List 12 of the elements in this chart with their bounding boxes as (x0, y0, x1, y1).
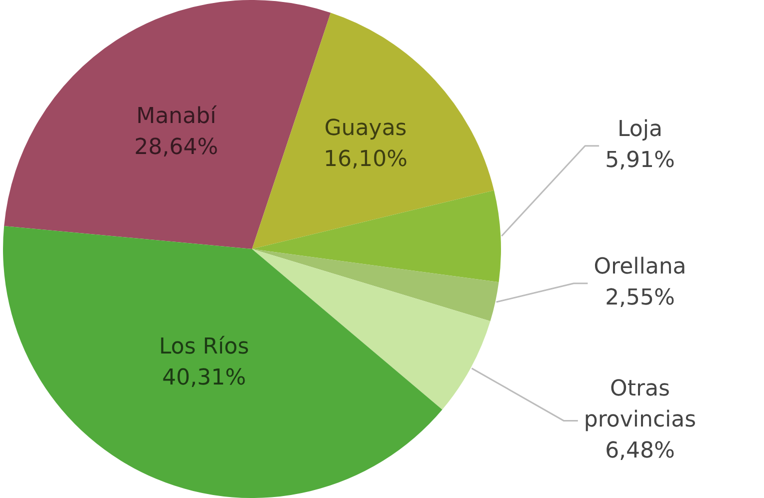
slice-label: Otras provincias (584, 376, 696, 433)
slice-label: Loja (618, 117, 662, 142)
data-label: 2,55% (605, 286, 675, 311)
slice-label: Guayas (324, 116, 407, 141)
slice-label: Orellana (594, 254, 686, 280)
data-label: 40,31% (162, 366, 246, 391)
data-label: 5,91% (605, 148, 675, 174)
slice-label: Manabí (136, 104, 218, 130)
data-label: 16,10% (324, 146, 408, 172)
data-label: 28,64% (134, 135, 218, 160)
data-label: 6,48% (605, 438, 675, 464)
slice-label: Los Ríos (158, 334, 250, 360)
